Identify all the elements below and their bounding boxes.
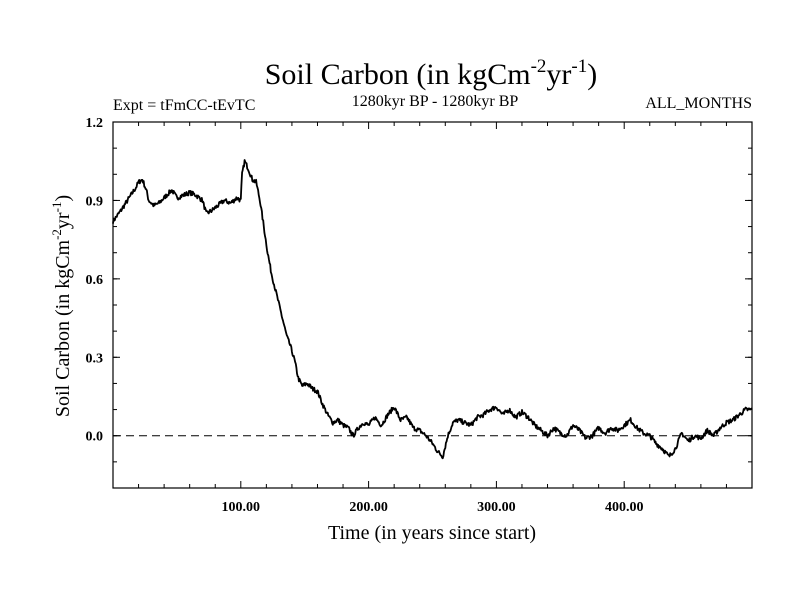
x-tick-label: 300.00 [477, 500, 516, 515]
x-tick-label: 100.00 [222, 500, 261, 515]
chart-title: Soil Carbon (in kgCm-2yr-1) [265, 56, 598, 91]
period-label: 1280kyr BP - 1280kyr BP [352, 93, 519, 110]
months-label: ALL_MONTHS [645, 95, 752, 112]
y-axis-label: Soil Carbon (in kgCm-2yr-1) [49, 195, 74, 417]
soil-carbon-series-line [112, 159, 753, 460]
y-tick-label: 0.6 [86, 273, 104, 288]
y-tick-label: 0.9 [86, 194, 104, 209]
y-tick-label: 1.2 [86, 116, 104, 131]
y-tick-label: 0.3 [86, 351, 104, 366]
experiment-label: Expt = tFmCC-tEvTC [113, 97, 255, 114]
plot-frame [112, 121, 753, 489]
y-tick-label: 0.0 [86, 430, 104, 445]
x-axis-label: Time (in years since start) [328, 522, 536, 544]
x-tick-label: 400.00 [605, 500, 644, 515]
x-tick-label: 200.00 [349, 500, 388, 515]
x-axis-ticks: 100.00 200.00 300.00 400.00 [138, 122, 727, 515]
y-axis-ticks: 0.0 0.3 0.6 0.9 1.2 [86, 116, 752, 489]
